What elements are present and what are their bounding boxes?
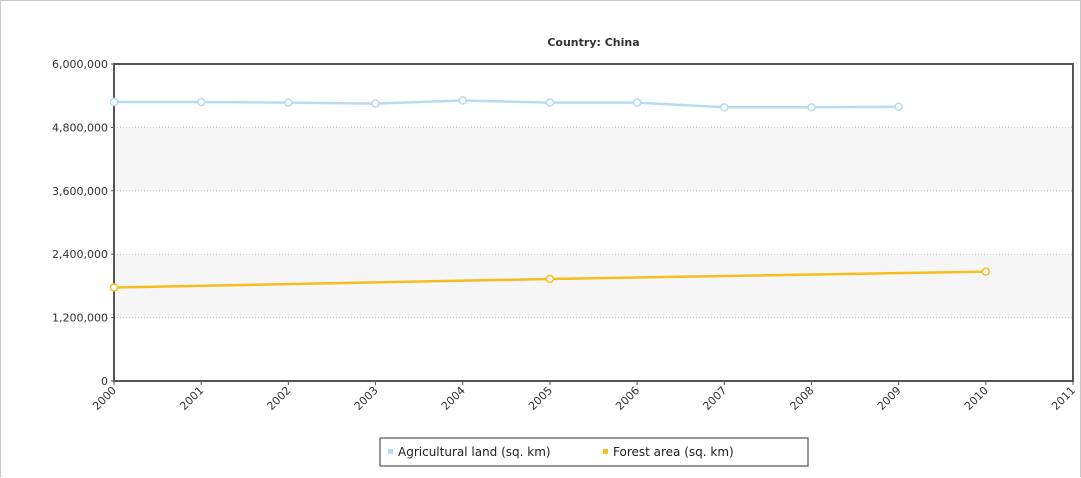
y-tick-label: 0 xyxy=(101,375,108,388)
y-tick-label: 2,400,000 xyxy=(52,248,108,261)
legend-item-2[interactable]: Forest area (sq. km) xyxy=(603,445,734,459)
y-axis-ticks: 0 1,200,000 2,400,000 3,600,000 4,800,000 6,0… xyxy=(52,58,114,388)
x-tick-label: 2003 xyxy=(352,384,381,413)
plot-band xyxy=(114,64,1073,128)
y-tick-label: 6,000,000 xyxy=(52,58,108,71)
plot-bands xyxy=(114,64,1073,381)
data-point[interactable] xyxy=(109,97,119,107)
series-line xyxy=(114,99,899,109)
data-point[interactable] xyxy=(371,99,380,108)
data-point[interactable] xyxy=(894,102,903,112)
x-tick-label: 2008 xyxy=(788,384,817,413)
plot-band xyxy=(114,127,1073,191)
y-tick-label: 3,600,000 xyxy=(52,185,108,198)
legend[interactable]: Agricultural land (sq. km) Forest area (s… xyxy=(379,437,809,467)
plot-band xyxy=(114,190,1073,255)
y-tick-label: 4,800,000 xyxy=(52,121,108,134)
x-tick-label: 2002 xyxy=(264,384,293,413)
series-2 xyxy=(109,267,991,292)
x-tick-label: 2004 xyxy=(439,384,468,413)
x-tick-label: 2001 xyxy=(177,384,206,413)
plot-band xyxy=(114,254,1073,318)
x-tick-label: 2010 xyxy=(962,384,991,413)
x-tick-label: 2006 xyxy=(613,384,642,413)
x-tick-label: 2000 xyxy=(90,384,119,413)
y-tick-label: 1,200,000 xyxy=(52,312,108,325)
data-point[interactable] xyxy=(458,96,467,105)
data-point[interactable] xyxy=(807,103,816,112)
x-tick-label: 2005 xyxy=(526,384,555,413)
legend-swatch xyxy=(388,449,393,454)
x-tick-label: 2007 xyxy=(700,384,729,413)
legend-box xyxy=(379,437,809,467)
data-point[interactable] xyxy=(632,98,642,107)
x-tick-label: 2009 xyxy=(875,384,904,413)
grid-lines xyxy=(114,126,1073,319)
data-point[interactable] xyxy=(545,98,555,107)
data-point[interactable] xyxy=(109,283,119,292)
series-1 xyxy=(109,96,903,112)
x-tick-label: 2011 xyxy=(1049,384,1078,413)
legend-item-1[interactable]: Agricultural land (sq. km) xyxy=(388,445,551,459)
legend-label: Agricultural land (sq. km) xyxy=(398,445,551,459)
data-point[interactable] xyxy=(196,97,206,107)
chart-title: Country: China xyxy=(547,36,639,49)
legend-label: Forest area (sq. km) xyxy=(613,445,734,459)
data-point[interactable] xyxy=(981,267,991,276)
data-point[interactable] xyxy=(545,274,555,284)
plot-border xyxy=(113,63,1074,382)
x-axis-ticks: 2000 2001 2002 2003 2004 2005 2006 2007 2008 2009… xyxy=(90,381,1078,413)
data-point[interactable] xyxy=(720,103,729,112)
legend-swatch xyxy=(603,449,608,454)
plot-band xyxy=(114,317,1073,381)
series-group xyxy=(109,96,991,292)
data-point[interactable] xyxy=(284,98,293,107)
